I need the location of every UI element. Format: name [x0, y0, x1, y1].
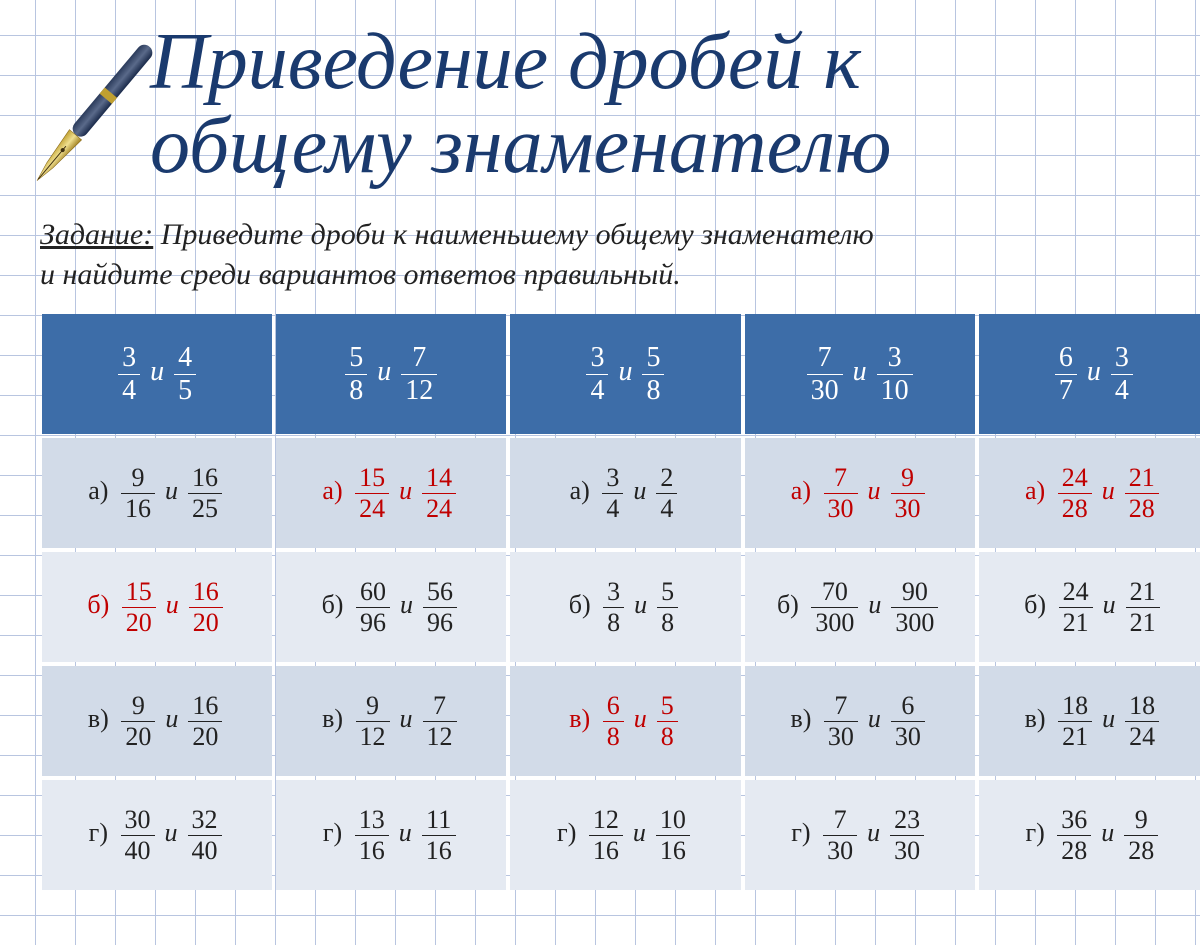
page-title: Приведение дробей к общему знаменателю: [150, 20, 1200, 188]
table-row: б) 1520и1620б) 6096и5696б) 38и58б) 70300…: [42, 552, 1200, 662]
header-cell: 730и310: [745, 314, 975, 434]
option-cell: б) 6096и5696: [276, 552, 506, 662]
option-cell: в) 912и712: [276, 666, 506, 776]
option-cell: г) 3628и928: [979, 780, 1200, 890]
option-cell: в) 730и630: [745, 666, 975, 776]
header-cell: 34и58: [510, 314, 740, 434]
option-cell: а) 34и24: [510, 438, 740, 548]
option-cell: в) 920и1620: [42, 666, 272, 776]
table-row: г) 3040и3240г) 1316и1116г) 1216и1016г) 7…: [42, 780, 1200, 890]
task-line-1: Задание: Приведите дроби к наименьшему о…: [40, 218, 1200, 252]
task-line-2: и найдите среди вариантов ответов правил…: [40, 258, 1200, 292]
header-cell: 67и34: [979, 314, 1200, 434]
header-cell: 34и45: [42, 314, 272, 434]
title-line-1: Приведение дробей к: [150, 18, 861, 106]
table-row: в) 920и1620в) 912и712в) 68и58в) 730и630в…: [42, 666, 1200, 776]
option-cell: а) 730и930: [745, 438, 975, 548]
task-label: Задание:: [40, 218, 153, 251]
option-cell: в) 68и58: [510, 666, 740, 776]
title-line-2: общему знаменателю: [150, 102, 891, 190]
page-content: Приведение дробей к общему знаменателю З…: [0, 0, 1200, 894]
option-cell: в) 1821и1824: [979, 666, 1200, 776]
table-row: а) 916и1625а) 1524и1424а) 34и24а) 730и93…: [42, 438, 1200, 548]
task-text-1: Приведите дроби к наименьшему общему зна…: [153, 218, 873, 251]
option-cell: а) 916и1625: [42, 438, 272, 548]
pen-icon: [15, 34, 165, 201]
option-cell: б) 70300и90300: [745, 552, 975, 662]
option-cell: а) 2428и2128: [979, 438, 1200, 548]
option-cell: г) 1216и1016: [510, 780, 740, 890]
fractions-table: 34и4558и71234и58730и31067и34 а) 916и1625…: [38, 310, 1200, 894]
option-cell: б) 2421и2121: [979, 552, 1200, 662]
option-cell: г) 3040и3240: [42, 780, 272, 890]
option-cell: г) 1316и1116: [276, 780, 506, 890]
table-body: а) 916и1625а) 1524и1424а) 34и24а) 730и93…: [42, 438, 1200, 890]
header-cell: 58и712: [276, 314, 506, 434]
table-header-row: 34и4558и71234и58730и31067и34: [42, 314, 1200, 434]
option-cell: б) 1520и1620: [42, 552, 272, 662]
option-cell: г) 730и2330: [745, 780, 975, 890]
option-cell: б) 38и58: [510, 552, 740, 662]
option-cell: а) 1524и1424: [276, 438, 506, 548]
